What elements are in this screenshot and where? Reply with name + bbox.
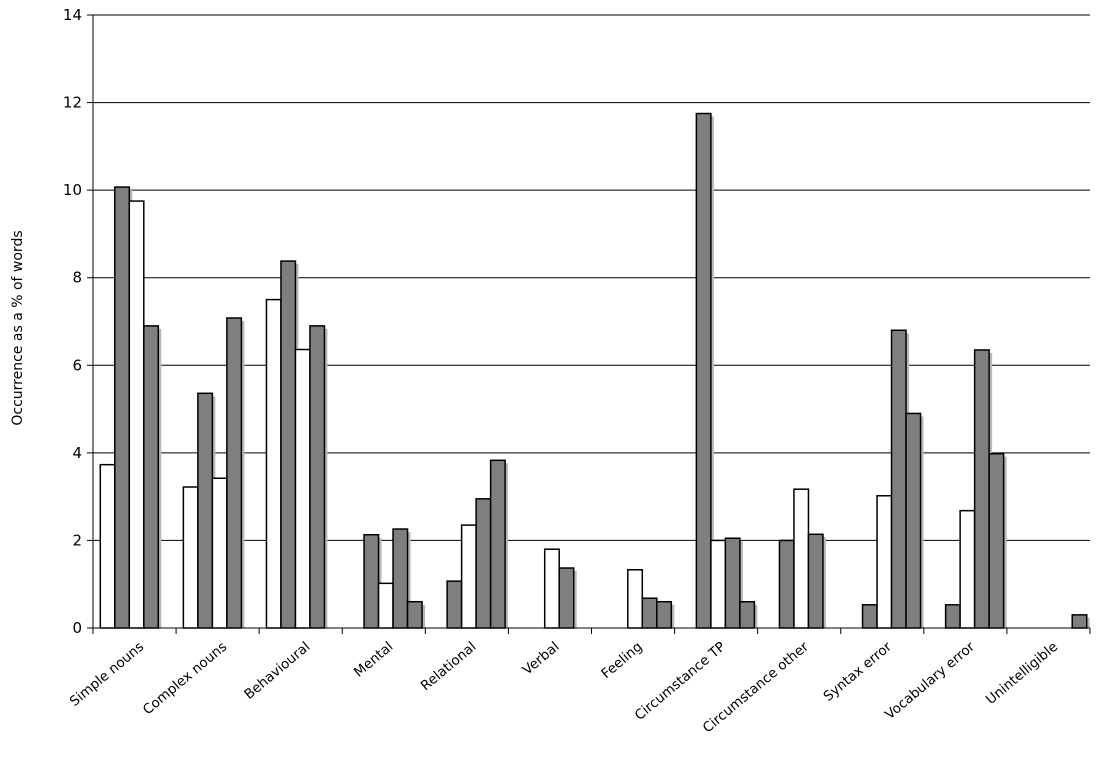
bar-rect	[1071, 614, 1088, 629]
bar	[724, 537, 743, 629]
bar-rect	[265, 298, 282, 629]
x-tick-label: Verbal	[520, 639, 563, 679]
bar-rect	[959, 509, 976, 629]
bar-rect	[460, 524, 477, 629]
bar	[99, 463, 116, 629]
bar-rect	[627, 569, 644, 629]
bar-rect	[226, 317, 243, 629]
bar-rect	[793, 488, 810, 629]
bar-rect	[211, 477, 228, 629]
x-tick-label: Relational	[418, 639, 480, 694]
x-tick-label: Simple nouns	[67, 639, 147, 710]
bar	[988, 452, 1007, 629]
bars	[99, 112, 1090, 629]
bar-rect	[641, 597, 658, 629]
bar-rect	[543, 548, 560, 629]
y-tick-label: 2	[72, 531, 82, 549]
bar	[558, 567, 577, 629]
bar	[226, 317, 245, 629]
y-tick-label: 4	[72, 444, 82, 462]
bar	[905, 412, 924, 629]
bar	[739, 600, 758, 629]
gridlines	[93, 14, 1090, 541]
bar-rect	[905, 412, 922, 629]
bar	[182, 486, 199, 629]
y-tick-label: 12	[63, 94, 82, 112]
bar-rect	[114, 186, 131, 629]
bar-rect	[363, 533, 380, 629]
x-tick-label: Behavioural	[241, 639, 313, 703]
y-tick-label: 0	[72, 619, 82, 637]
bar-rect	[392, 528, 409, 629]
bar-rect	[876, 495, 893, 629]
bar-rect	[944, 604, 961, 629]
bar-rect	[710, 539, 727, 629]
bar	[460, 524, 477, 629]
x-tick-label: Feeling	[598, 639, 645, 682]
bar-rect	[377, 582, 394, 629]
bar-rect	[309, 325, 326, 629]
bar	[543, 548, 560, 629]
bar	[143, 325, 162, 629]
bar-rect	[99, 463, 116, 629]
bar-rect	[182, 486, 199, 629]
bar	[211, 477, 228, 629]
bar-rect	[446, 580, 463, 629]
bar	[377, 582, 394, 629]
bar-rect	[656, 600, 673, 629]
y-tick-label: 14	[63, 6, 82, 24]
bar-rect	[128, 200, 145, 629]
bar	[309, 325, 328, 629]
bar	[695, 112, 714, 629]
bar-rect	[475, 498, 492, 629]
bar	[128, 200, 145, 629]
y-tick-label: 6	[72, 356, 82, 374]
bar-rect	[280, 260, 297, 629]
bar	[627, 569, 644, 629]
bar-rect	[406, 600, 423, 629]
bar-rect	[695, 112, 712, 629]
bar-rect	[739, 600, 756, 629]
bar	[406, 600, 426, 629]
bar	[1071, 614, 1090, 629]
bar-rect	[890, 329, 907, 629]
bar-rect	[778, 539, 795, 629]
bar-rect	[807, 533, 824, 629]
bar-rect	[861, 604, 878, 629]
bar-rect	[294, 348, 311, 629]
bar-rect	[197, 392, 214, 629]
bar-rect	[143, 325, 160, 629]
bar-rect	[724, 537, 741, 629]
x-tick-label: Unintelligible	[983, 639, 1061, 708]
bar	[710, 539, 727, 629]
y-tick-label: 8	[72, 269, 82, 287]
y-tick-label: 10	[63, 181, 82, 199]
x-tick-label: Complex nouns	[140, 639, 230, 718]
bar	[959, 509, 976, 629]
x-tick-label: Vocabulary error	[882, 639, 978, 723]
y-tick-labels: 0 2 4 6 8 10 12 14	[63, 6, 82, 637]
y-axis-title: Occurrence as a % of words	[10, 230, 26, 425]
bar	[489, 459, 509, 629]
bar	[265, 298, 282, 629]
bar	[294, 348, 311, 629]
x-tick-label: Mental	[351, 639, 396, 681]
bar	[656, 600, 675, 629]
bar	[876, 495, 893, 629]
bar-rect	[489, 459, 506, 629]
x-tick-label: Syntax error	[820, 639, 895, 705]
bar-rect	[973, 349, 990, 629]
axes	[87, 14, 1091, 634]
bar	[807, 533, 826, 629]
bar-rect	[988, 452, 1005, 629]
bar	[793, 488, 810, 629]
bar-rect	[558, 567, 575, 629]
